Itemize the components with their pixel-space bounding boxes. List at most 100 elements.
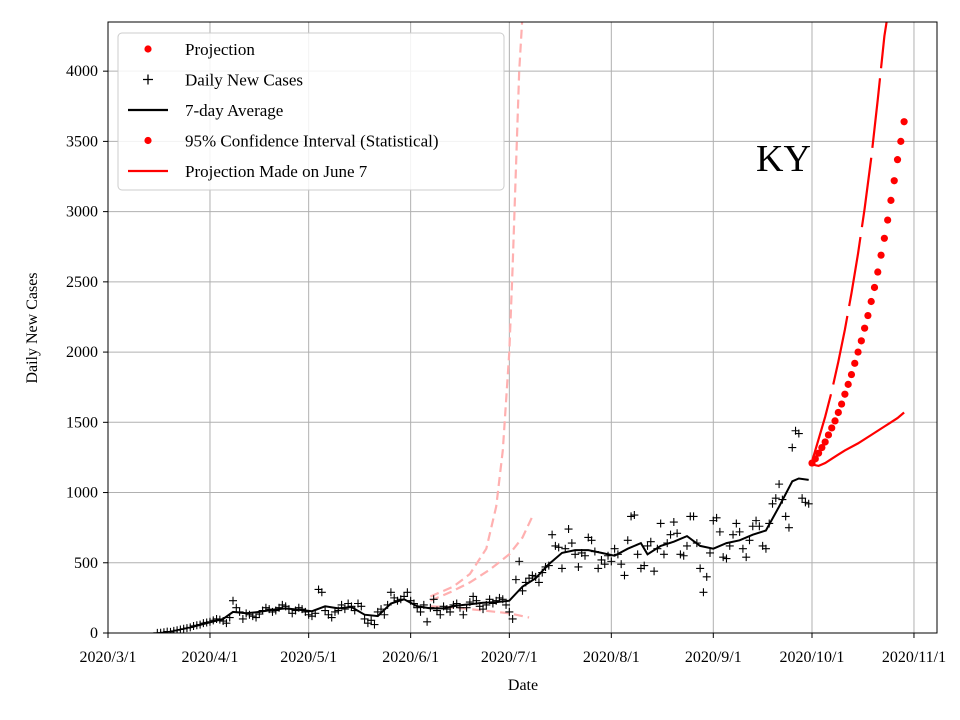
daily-case-point: [617, 560, 626, 569]
legend-box: [117, 32, 505, 191]
daily-case-point: [640, 561, 649, 570]
daily-case-point: [732, 519, 741, 528]
legend-label: Projection: [185, 40, 255, 59]
daily-case-point: [508, 614, 517, 623]
axes-frame: [107, 21, 938, 634]
daily-case-point: [330, 607, 339, 616]
daily-case-point: [745, 536, 754, 545]
daily-case-point: [574, 562, 583, 571]
daily-case-point: [771, 494, 780, 503]
daily-case-point: [567, 539, 576, 548]
projection-point: [854, 348, 862, 356]
daily-case-point: [742, 553, 751, 562]
projection-point: [814, 449, 823, 457]
daily-case-point: [557, 564, 566, 573]
daily-case-point: [755, 522, 764, 531]
y-tick-label: 2000: [66, 344, 98, 361]
daily-case-point: [706, 548, 715, 557]
x-axis-title: Date: [508, 677, 538, 694]
projection-point: [821, 438, 829, 446]
axes: 2020/3/1 2020/4/1 2020/5/1 2020/6/1 2020/7/1…: [66, 21, 946, 666]
daily-case-point: [788, 443, 797, 452]
daily-case-point: [515, 557, 524, 566]
y-tick-label: 4000: [66, 63, 98, 80]
daily-case-point: [646, 537, 655, 546]
legend-swatch-dot: [144, 136, 152, 145]
daily-case-point: [327, 613, 336, 622]
daily-case-point: [722, 554, 731, 563]
daily-case-point: [304, 610, 313, 619]
daily-case-point: [554, 543, 563, 552]
y-tick-label: 1000: [66, 485, 98, 502]
legend-swatch-plus: [143, 74, 153, 85]
daily-case-point: [702, 572, 711, 581]
ci-upper-line: [810, 22, 888, 462]
projection-point: [874, 268, 882, 276]
daily-case-point: [775, 480, 784, 489]
plot-area: [153, 22, 908, 633]
projection-point: [818, 443, 826, 452]
projection-point: [867, 297, 875, 306]
seven-day-average-line: [189, 477, 809, 629]
daily-case-point: [633, 550, 642, 559]
x-tick-label: 2020/9/1: [685, 649, 742, 666]
daily-case-point: [715, 527, 724, 536]
daily-case-point: [682, 541, 691, 550]
daily-case-point: [712, 513, 721, 522]
june7-projection-line-1: [429, 515, 534, 602]
projection-point: [834, 408, 842, 417]
daily-case-point: [166, 627, 175, 633]
daily-case-point: [581, 551, 590, 560]
daily-case-point: [571, 550, 580, 559]
daily-case-point: [781, 512, 790, 521]
legend: Projection Daily New Cases 7-day Average 95…: [117, 32, 505, 191]
projection-point: [828, 424, 836, 432]
daily-case-point: [179, 624, 188, 633]
daily-case-point: [768, 499, 777, 508]
y-tick-label: 3500: [66, 133, 98, 150]
daily-case-point: [551, 541, 560, 550]
daily-case-point: [317, 588, 326, 597]
y-tick-label: 2500: [66, 274, 98, 291]
projection-point: [841, 390, 849, 398]
projection-point: [864, 311, 872, 320]
x-tick-label: 2020/6/1: [382, 649, 439, 666]
daily-case-point: [222, 619, 231, 628]
projection-point: [847, 370, 856, 379]
daily-case-point: [380, 610, 389, 619]
daily-case-point: [607, 557, 616, 566]
daily-case-point: [229, 596, 238, 605]
daily-case-point: [597, 555, 606, 564]
projection-point: [897, 137, 905, 145]
daily-case-point: [469, 592, 478, 601]
daily-case-point: [798, 494, 807, 503]
x-tick-label: 2020/8/1: [583, 649, 640, 666]
daily-case-point: [357, 602, 366, 611]
projection-point: [890, 177, 898, 185]
daily-case-point: [804, 499, 813, 508]
daily-case-point: [643, 541, 652, 550]
projection-point: [837, 400, 846, 408]
daily-case-point: [502, 600, 511, 609]
daily-case-point: [627, 512, 636, 521]
daily-case-point: [360, 614, 369, 623]
daily-case-point: [511, 575, 520, 584]
projection-point: [900, 118, 908, 126]
daily-case-point: [321, 606, 330, 615]
projection-point: [811, 455, 819, 463]
state-annotation: KY: [756, 138, 811, 180]
daily-case-point: [587, 536, 596, 545]
daily-case-point: [666, 530, 675, 539]
daily-case-point: [801, 498, 810, 507]
daily-case-point: [600, 560, 609, 569]
x-tick-label: 2020/10/1: [780, 649, 845, 666]
daily-case-point: [699, 588, 708, 597]
daily-case-point: [659, 550, 668, 559]
daily-case-point: [505, 607, 514, 616]
x-tick-label: 2020/5/1: [280, 649, 337, 666]
daily-case-point: [232, 603, 241, 612]
daily-case-point: [761, 544, 770, 553]
daily-case-point: [367, 616, 376, 625]
daily-case-point: [735, 527, 744, 536]
daily-case-point: [429, 595, 438, 604]
